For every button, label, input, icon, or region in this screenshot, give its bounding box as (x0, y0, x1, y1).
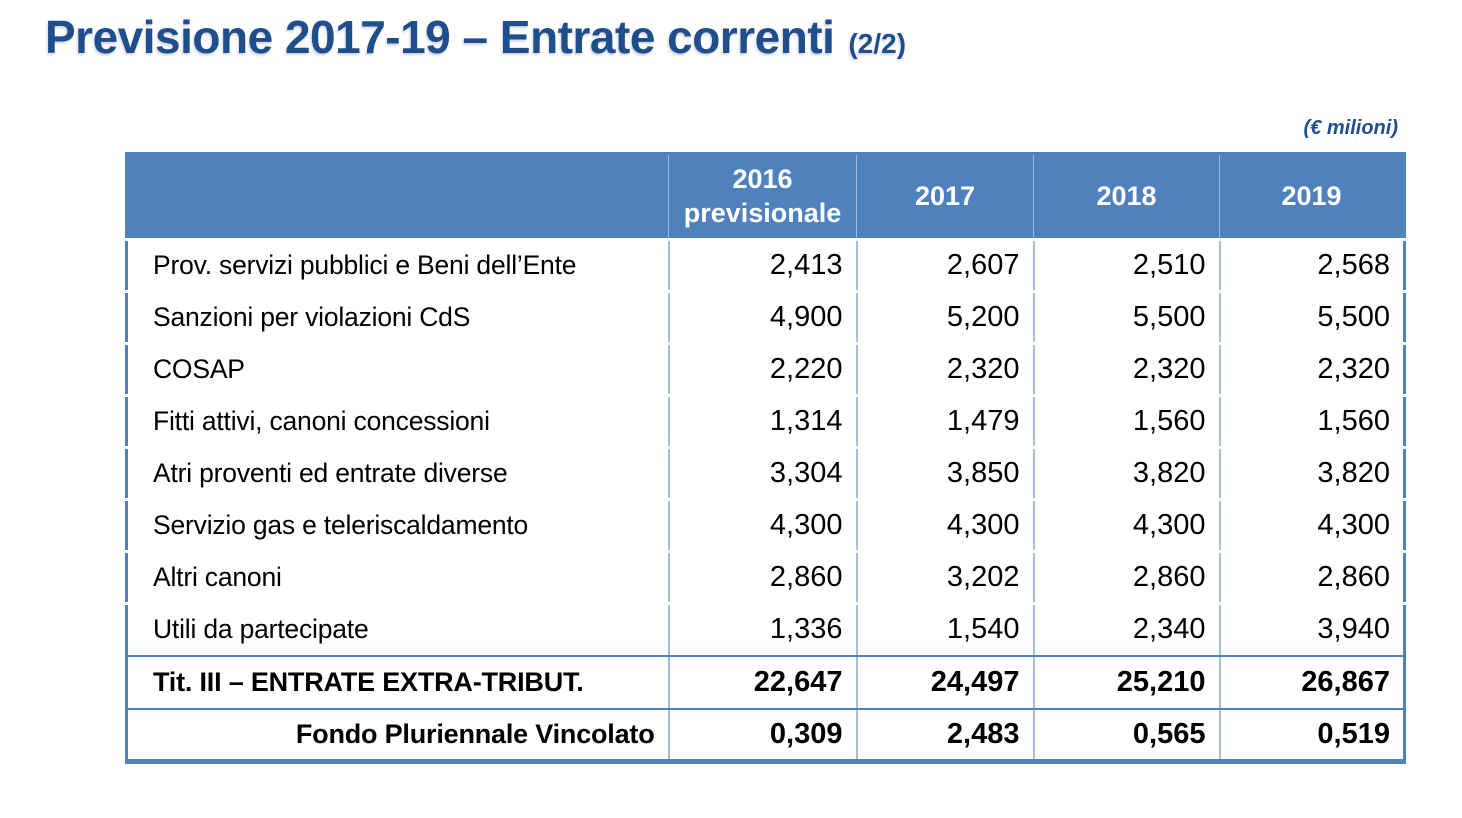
table-row: Fitti attivi, canoni concessioni 1,314 1… (126, 395, 1405, 449)
total-value-cell: 26,867 (1218, 655, 1405, 710)
value-cell: 1,336 (667, 603, 857, 657)
value-cell: 3,850 (855, 447, 1034, 501)
value-cell: 2,320 (1218, 343, 1405, 397)
value-cell: 4,900 (667, 291, 857, 345)
value-cell: 2,340 (1032, 603, 1220, 657)
value-cell: 3,820 (1032, 447, 1220, 501)
header-cell-blank (126, 153, 669, 241)
header-year: 2019 (1281, 180, 1342, 211)
row-label: Altri canoni (126, 551, 669, 605)
row-label: Atri proventi ed entrate diverse (126, 447, 669, 501)
value-cell: 1,314 (667, 395, 857, 449)
forecast-table: 2016 previsionale 2017 2018 2019 Prov. s… (125, 152, 1406, 764)
value-cell: 2,510 (1032, 239, 1220, 293)
row-label: Prov. servizi pubblici e Beni dell’Ente (126, 239, 669, 293)
row-label: Sanzioni per violazioni CdS (126, 291, 669, 345)
value-cell: 1,479 (855, 395, 1034, 449)
table-row: COSAP 2,220 2,320 2,320 2,320 (126, 343, 1405, 397)
value-cell: 3,304 (667, 447, 857, 501)
table-row: Altri canoni 2,860 3,202 2,860 2,860 (126, 551, 1405, 605)
value-cell: 2,413 (667, 239, 857, 293)
fpv-value-cell: 0,519 (1218, 708, 1405, 762)
value-cell: 3,820 (1218, 447, 1405, 501)
value-cell: 3,940 (1218, 603, 1405, 657)
value-cell: 2,607 (855, 239, 1034, 293)
value-cell: 2,860 (1032, 551, 1220, 605)
slide-title-text: Previsione 2017-19 – Entrate correnti (45, 11, 835, 63)
value-cell: 3,202 (855, 551, 1034, 605)
table-fpv-row: Fondo Pluriennale Vincolato 0,309 2,483 … (127, 708, 1405, 762)
table-total-row: Tit. III – ENTRATE EXTRA-TRIBUT. 22,647 … (126, 655, 1405, 710)
table-header-row: 2016 previsionale 2017 2018 2019 (126, 153, 1405, 241)
header-year: 2017 (914, 180, 976, 211)
value-cell: 2,220 (667, 343, 857, 397)
table-row: Utili da partecipate 1,336 1,540 2,340 3… (126, 603, 1405, 657)
header-cell-2017: 2017 (856, 153, 1034, 241)
value-cell: 2,860 (667, 551, 857, 605)
header-year-qualifier: previsionale (683, 197, 842, 228)
row-label: COSAP (126, 343, 669, 397)
value-cell: 4,300 (1218, 499, 1405, 553)
table-row: Prov. servizi pubblici e Beni dell’Ente … (126, 239, 1405, 293)
value-cell: 2,568 (1218, 239, 1405, 293)
row-label: Fitti attivi, canoni concessioni (126, 395, 669, 449)
fpv-value-cell: 2,483 (855, 708, 1034, 762)
total-value-cell: 22,647 (667, 655, 857, 710)
value-cell: 4,300 (667, 499, 857, 553)
fpv-value-cell: 0,565 (1032, 708, 1220, 762)
unit-label: (€ milioni) (1303, 117, 1398, 139)
total-value-cell: 25,210 (1032, 655, 1220, 710)
header-cell-2016-previsionale: 2016 previsionale (668, 153, 857, 241)
header-year: 2018 (1096, 180, 1157, 211)
total-value-cell: 24,497 (855, 655, 1034, 710)
value-cell: 2,860 (1218, 551, 1405, 605)
table-row: Servizio gas e teleriscaldamento 4,300 4… (126, 499, 1405, 553)
value-cell: 5,500 (1032, 291, 1220, 345)
header-cell-2018: 2018 (1033, 153, 1220, 241)
header-cell-2019: 2019 (1219, 153, 1405, 241)
table-row: Atri proventi ed entrate diverse 3,304 3… (126, 447, 1405, 501)
value-cell: 4,300 (1032, 499, 1220, 553)
value-cell: 1,540 (855, 603, 1034, 657)
fpv-value-cell: 0,309 (667, 708, 857, 762)
value-cell: 2,320 (1032, 343, 1220, 397)
row-label: Servizio gas e teleriscaldamento (126, 499, 669, 553)
fpv-row-label: Fondo Pluriennale Vincolato (295, 718, 655, 749)
value-cell: 2,320 (855, 343, 1034, 397)
value-cell: 1,560 (1032, 395, 1220, 449)
header-year: 2016 (732, 163, 793, 194)
value-cell: 1,560 (1218, 395, 1405, 449)
slide-title: Previsione 2017-19 – Entrate correnti (2/… (45, 10, 906, 64)
value-cell: 4,300 (855, 499, 1034, 553)
total-row-label: Tit. III – ENTRATE EXTRA-TRIBUT. (126, 655, 669, 710)
value-cell: 5,200 (855, 291, 1034, 345)
page-indicator: (2/2) (848, 28, 907, 59)
value-cell: 5,500 (1218, 291, 1405, 345)
row-label: Utili da partecipate (126, 603, 669, 657)
table-row: Sanzioni per violazioni CdS 4,900 5,200 … (126, 291, 1405, 345)
